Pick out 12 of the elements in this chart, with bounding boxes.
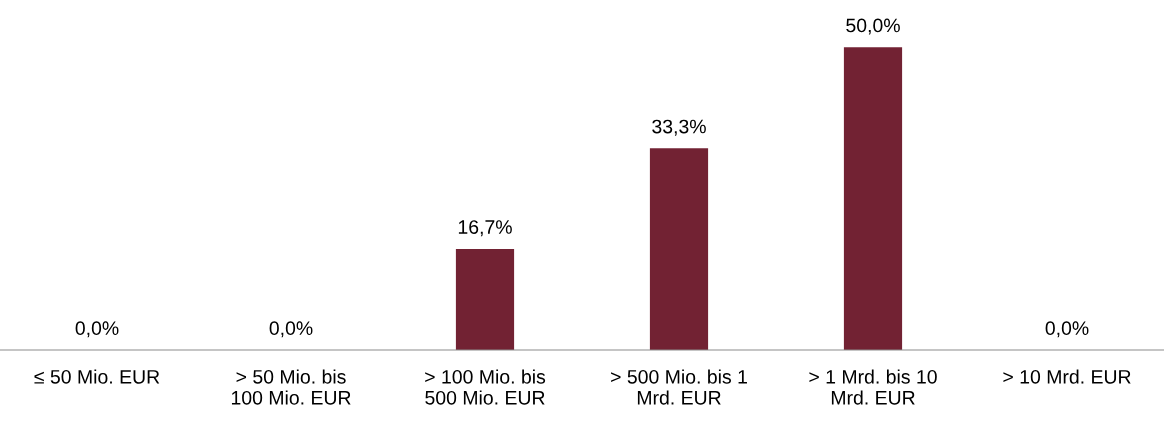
data-label: 50,0% bbox=[846, 18, 900, 35]
data-label: 0,0% bbox=[75, 321, 119, 338]
data-label: 16,7% bbox=[458, 220, 512, 237]
x-tick-label: > 10 Mrd. EUR bbox=[1003, 369, 1131, 384]
data-label: 33,3% bbox=[652, 119, 706, 136]
x-tick-label: > 100 Mio. bis 500 Mio. EUR bbox=[425, 369, 546, 405]
x-tick-label: > 1 Mrd. bis 10 Mrd. EUR bbox=[809, 369, 937, 405]
x-tick-label: > 50 Mio. bis 100 Mio. EUR bbox=[231, 369, 351, 405]
data-label: 0,0% bbox=[1045, 321, 1089, 338]
data-label: 0,0% bbox=[269, 321, 313, 338]
x-tick-label: ≤ 50 Mio. EUR bbox=[34, 369, 160, 384]
x-tick-label: > 500 Mio. bis 1 Mrd. EUR bbox=[611, 369, 747, 405]
